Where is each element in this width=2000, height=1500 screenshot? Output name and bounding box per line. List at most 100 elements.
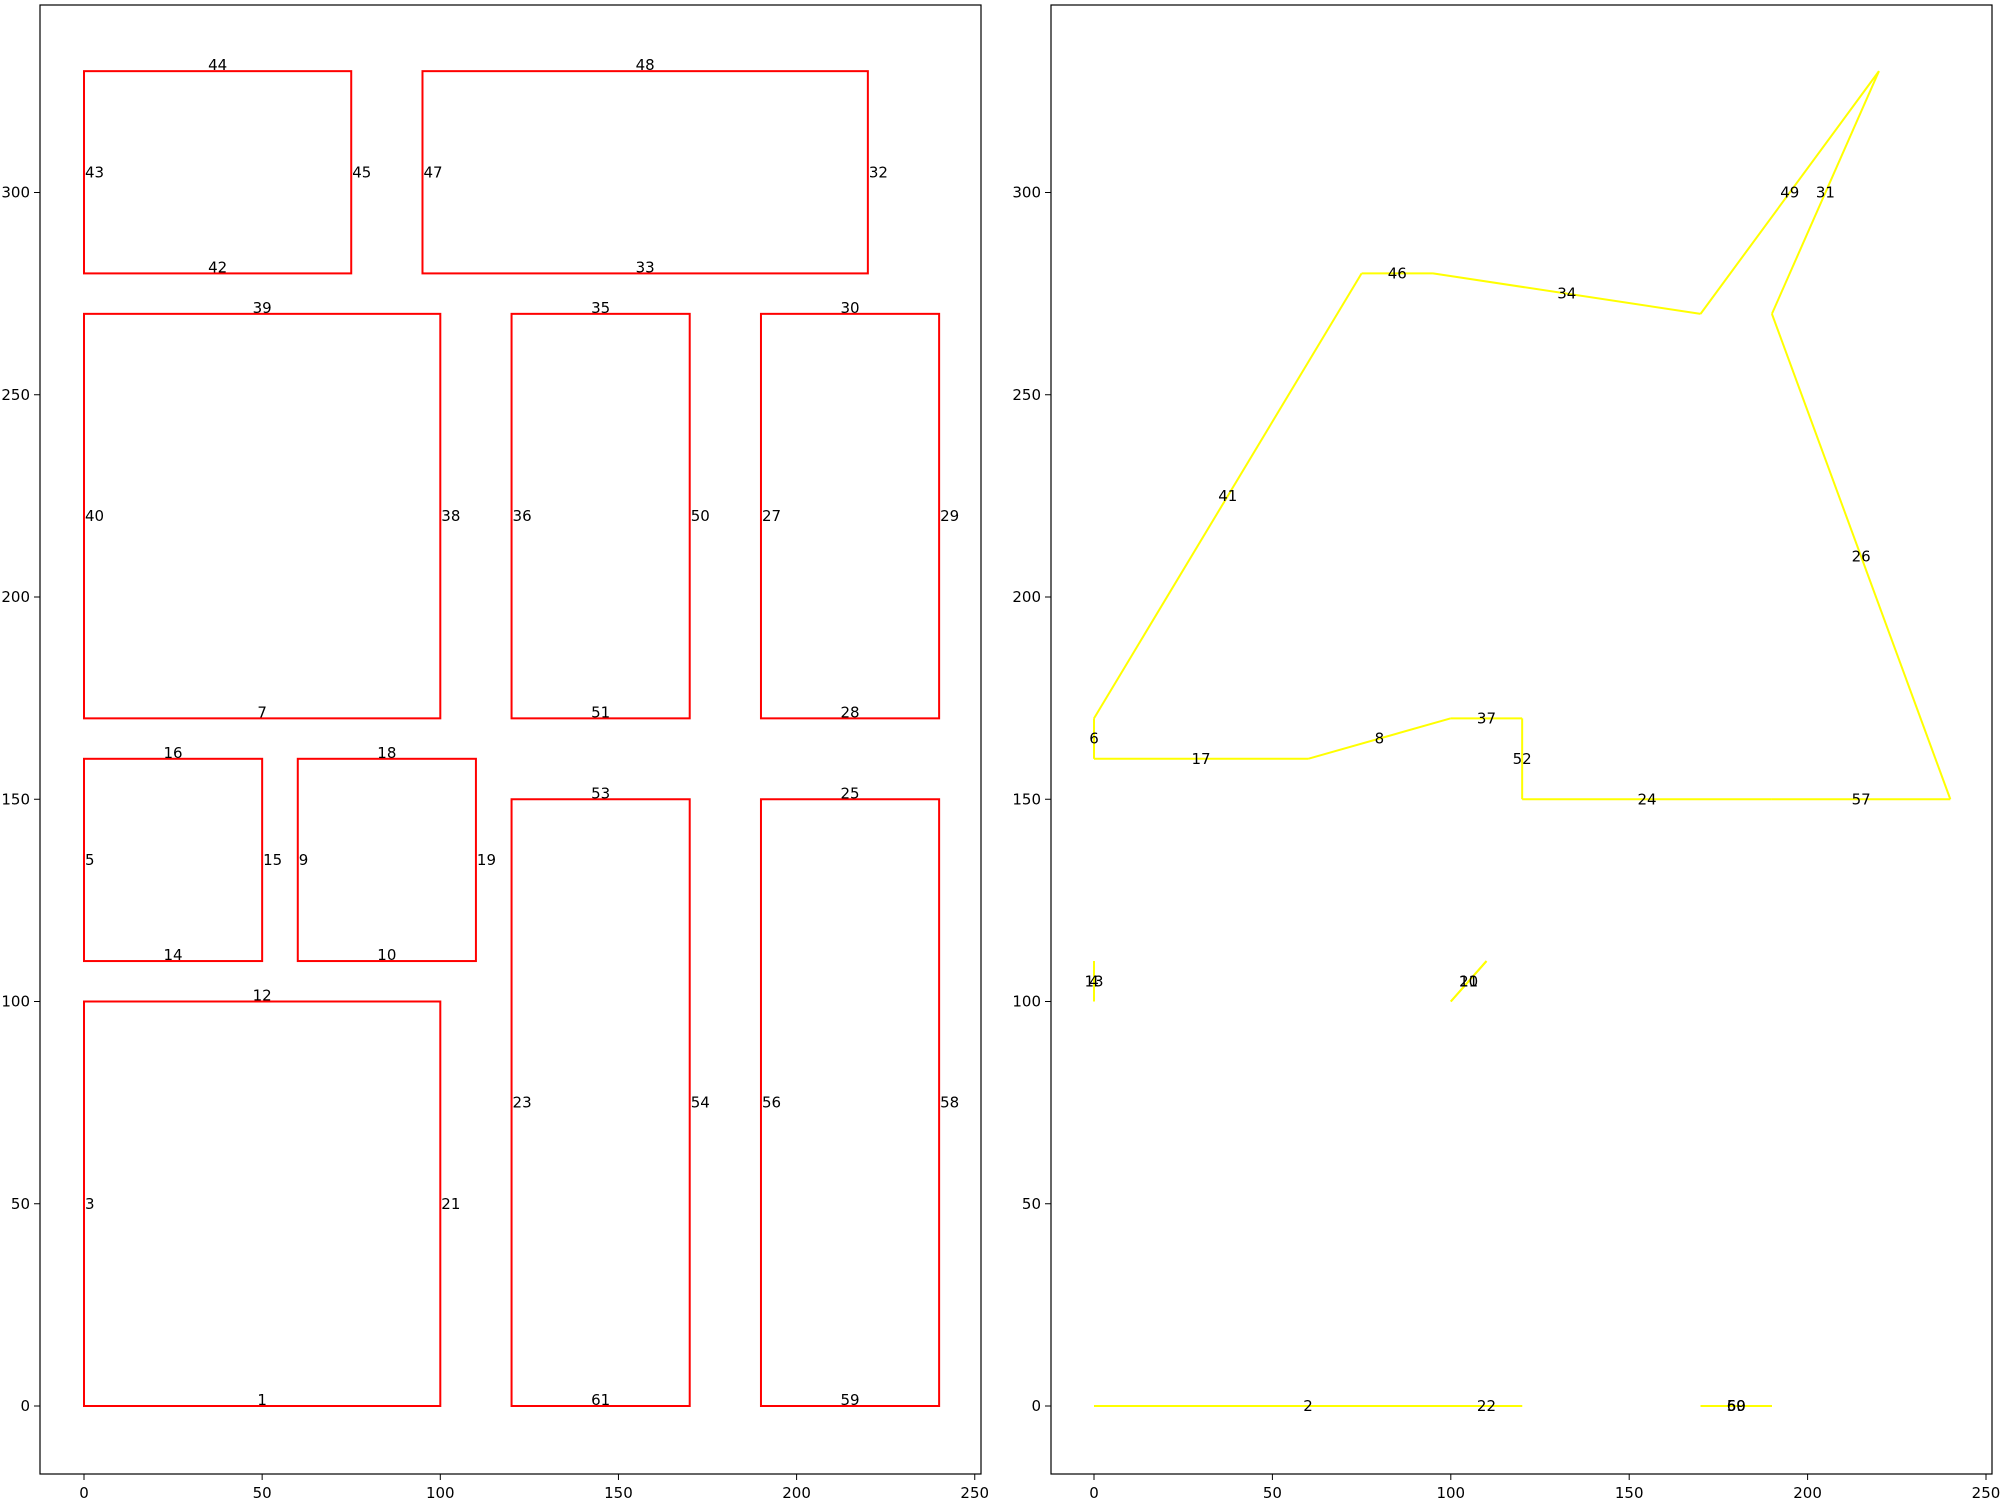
left-y-tick-label: 200	[1, 588, 30, 606]
red-rectangle	[510, 798, 691, 1407]
right-panel: 0 50 100 150 200 250 0 50 100 150 200 250 300 6 17 8 37…	[1012, 4, 2000, 1500]
segment-label: 34	[1557, 285, 1576, 303]
left-y-tick-label: 250	[1, 386, 30, 404]
edge-label: 16	[164, 744, 183, 762]
left-axes-frame	[39, 4, 982, 1475]
segment-label: 8	[1375, 730, 1385, 748]
left-y-tick-label: 100	[1, 993, 30, 1011]
left-x-tick-label: 150	[604, 1484, 633, 1500]
edge-label: 50	[691, 507, 710, 525]
right-axes-frame	[1050, 4, 1993, 1475]
edge-label: 61	[591, 1391, 610, 1409]
edge-label: 28	[840, 703, 859, 721]
left-x-tick-label: 50	[253, 1484, 272, 1500]
edge-label: 7	[257, 703, 267, 721]
left-x-tick-label: 250	[960, 1484, 989, 1500]
edge-label: 39	[253, 299, 272, 317]
edge-label: 44	[208, 56, 227, 74]
right-shapes	[1093, 70, 1952, 1407]
edge-label: 36	[513, 507, 532, 525]
yellow-segment	[1432, 272, 1701, 315]
edge-label: 9	[299, 851, 309, 869]
edge-label: 53	[591, 784, 610, 802]
red-rectangle	[759, 312, 941, 720]
segment-label: 31	[1816, 184, 1835, 202]
edge-label: 59	[840, 1391, 859, 1409]
segment-label: 11	[1459, 972, 1478, 990]
edge-label: 1	[257, 1391, 267, 1409]
left-y-tick-label: 150	[1, 790, 30, 808]
yellow-segment	[1307, 717, 1452, 760]
edge-label: 43	[85, 163, 104, 181]
red-rectangle	[510, 312, 691, 720]
right-ticks: 0 50 100 150 200 250 0 50 100 150 200 250 300	[1012, 184, 2000, 1500]
right-y-tick-label: 150	[1012, 790, 1041, 808]
edge-label: 48	[636, 56, 655, 74]
right-y-tick-label: 0	[1031, 1397, 1041, 1415]
yellow-segment	[1450, 960, 1488, 1003]
red-rectangle	[83, 1000, 442, 1407]
edge-label: 12	[253, 987, 272, 1005]
segment-label: 4	[1089, 972, 1099, 990]
segment-label: 37	[1477, 709, 1496, 727]
segment-label: 59	[1727, 1397, 1746, 1415]
segment-label: 13	[1084, 972, 1103, 990]
right-x-tick-label: 250	[1972, 1484, 2000, 1500]
segment-label: 17	[1191, 750, 1210, 768]
edge-label: 15	[263, 851, 282, 869]
segment-label: 49	[1780, 184, 1799, 202]
red-rectangle	[296, 757, 477, 963]
left-x-tick-label: 200	[782, 1484, 811, 1500]
edge-label: 42	[208, 258, 227, 276]
segment-label: 22	[1477, 1397, 1496, 1415]
edge-label: 33	[636, 258, 655, 276]
right-y-tick-label: 100	[1012, 993, 1041, 1011]
red-rectangle	[83, 757, 264, 963]
right-y-tick-label: 300	[1012, 184, 1041, 202]
segment-label: 41	[1218, 487, 1237, 505]
right-x-tick-label: 100	[1436, 1484, 1465, 1500]
edge-label: 38	[441, 507, 460, 525]
segment-label: 46	[1388, 264, 1407, 282]
segment-label: 2	[1303, 1397, 1313, 1415]
segment-label: 60	[1727, 1397, 1746, 1415]
right-y-tick-label: 200	[1012, 588, 1041, 606]
edge-label: 35	[591, 299, 610, 317]
segment-label: 26	[1852, 548, 1871, 566]
edge-label: 45	[352, 163, 371, 181]
edge-label: 32	[869, 163, 888, 181]
edge-label: 21	[441, 1195, 460, 1213]
yellow-segment	[1770, 313, 1952, 800]
left-y-tick-label: 300	[1, 184, 30, 202]
right-x-tick-label: 150	[1615, 1484, 1644, 1500]
red-rectangle	[83, 70, 353, 275]
right-y-tick-label: 250	[1012, 386, 1041, 404]
right-x-tick-label: 50	[1263, 1484, 1282, 1500]
edge-label: 10	[377, 946, 396, 964]
edge-label: 25	[840, 784, 859, 802]
edge-label: 58	[940, 1094, 959, 1112]
right-x-tick-label: 0	[1089, 1484, 1099, 1500]
edge-label: 29	[940, 507, 959, 525]
left-x-tick-label: 0	[79, 1484, 89, 1500]
edge-label: 40	[85, 507, 104, 525]
left-y-tick-label: 0	[20, 1397, 30, 1415]
right-x-tick-label: 200	[1793, 1484, 1822, 1500]
left-ticks: 0 50 100 150 200 250 0 50 100 150 200 250 300	[1, 184, 989, 1500]
left-panel: 0 50 100 150 200 250 0 50 100 150 200 250 300 1 3 21 12…	[1, 4, 989, 1500]
edge-label: 30	[840, 299, 859, 317]
right-y-tick-label: 50	[1022, 1195, 1041, 1213]
left-x-tick-label: 100	[426, 1484, 455, 1500]
edge-label: 23	[513, 1094, 532, 1112]
segment-label: 52	[1513, 750, 1532, 768]
edge-label: 54	[691, 1094, 710, 1112]
edge-label: 5	[85, 851, 95, 869]
edge-label: 19	[477, 851, 496, 869]
left-shapes	[83, 70, 941, 1407]
red-rectangle	[83, 312, 442, 720]
segment-label: 6	[1089, 730, 1099, 748]
edge-label: 14	[164, 946, 183, 964]
